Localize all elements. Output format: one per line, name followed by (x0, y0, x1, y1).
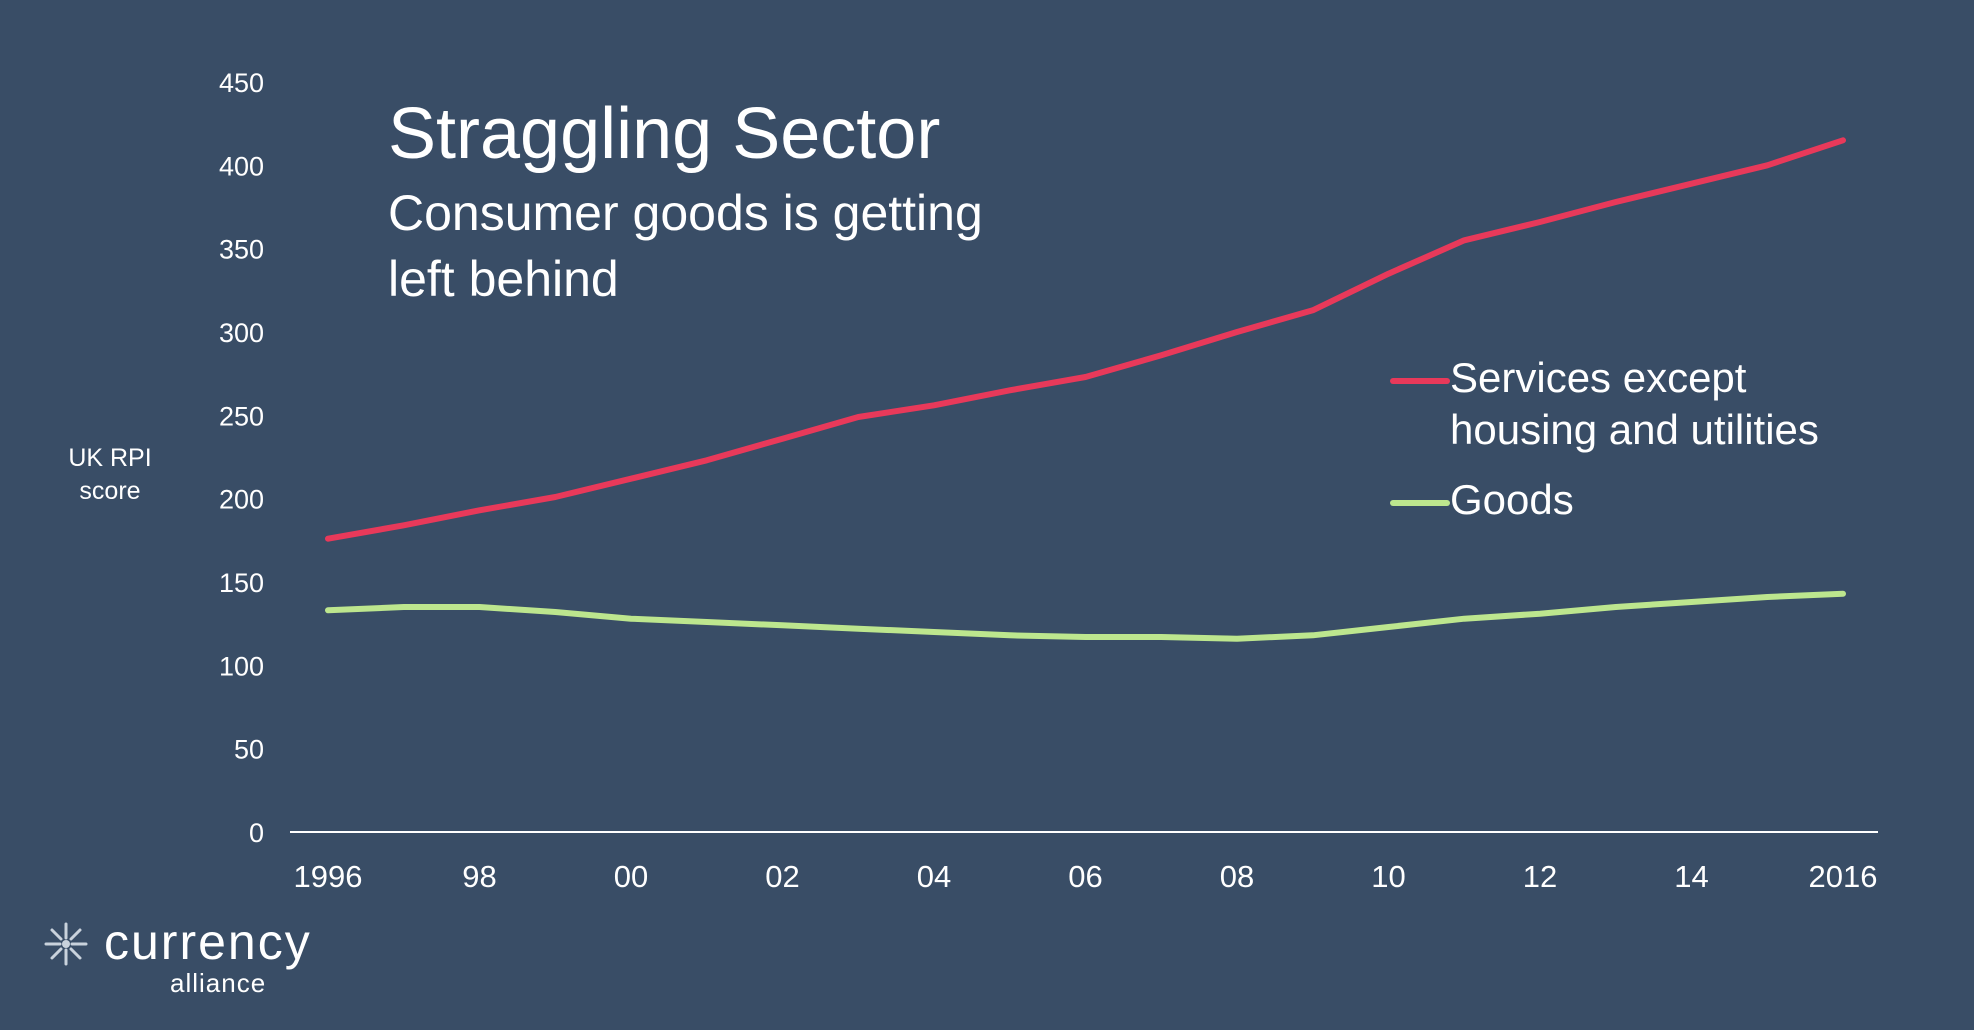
x-tick-label: 2016 (1809, 859, 1878, 894)
y-tick-label: 250 (219, 401, 264, 431)
legend-item-services: Services except housing and utilities (1390, 352, 1870, 456)
currency-alliance-logo: currency alliance (40, 914, 340, 1002)
x-tick-label: 14 (1674, 859, 1708, 894)
y-tick-label: 400 (219, 151, 264, 181)
series-line-goods (325, 590, 1846, 642)
x-tick-label: 04 (917, 859, 951, 894)
logo-subtext: alliance (170, 968, 267, 998)
x-tick-label: 06 (1068, 859, 1102, 894)
y-tick-label: 50 (234, 735, 264, 765)
x-tick-label: 08 (1220, 859, 1254, 894)
x-tick-label: 98 (462, 859, 496, 894)
x-tick-label: 00 (614, 859, 648, 894)
y-tick-label: 350 (219, 235, 264, 265)
chart-subtitle: Consumer goods is getting left behind (388, 185, 983, 307)
logo-wordmark: currency (104, 914, 312, 970)
x-tick-label: 10 (1371, 859, 1405, 894)
x-axis: 1996 98 00 02 04 06 08 10 12 14 2016 (290, 831, 1878, 894)
y-tick-label: 0 (249, 818, 264, 848)
y-axis-label: UK RPI score (68, 444, 152, 505)
legend-swatch-services (1390, 378, 1450, 384)
y-tick-label: 100 (219, 651, 264, 681)
y-tick-label: 300 (219, 318, 264, 348)
series-lines (325, 137, 1846, 642)
y-tick-label: 450 (219, 68, 264, 98)
legend-item-goods: Goods (1390, 474, 1870, 526)
y-axis: 0 50 100 150 200 250 300 350 400 450 (219, 68, 264, 848)
x-tick-label: 12 (1523, 859, 1557, 894)
legend-swatch-goods (1390, 500, 1450, 506)
x-tick-label: 1996 (294, 859, 363, 894)
starburst-logo-icon (44, 922, 88, 966)
series-line-services (325, 137, 1846, 542)
legend: Services except housing and utilities Go… (1390, 352, 1870, 544)
y-tick-label: 150 (219, 568, 264, 598)
legend-label-goods: Goods (1450, 476, 1574, 523)
x-tick-label: 02 (765, 859, 799, 894)
y-tick-label: 200 (219, 485, 264, 515)
chart-title: Straggling Sector (388, 94, 941, 174)
legend-label-services: Services except housing and utilities (1450, 354, 1819, 453)
